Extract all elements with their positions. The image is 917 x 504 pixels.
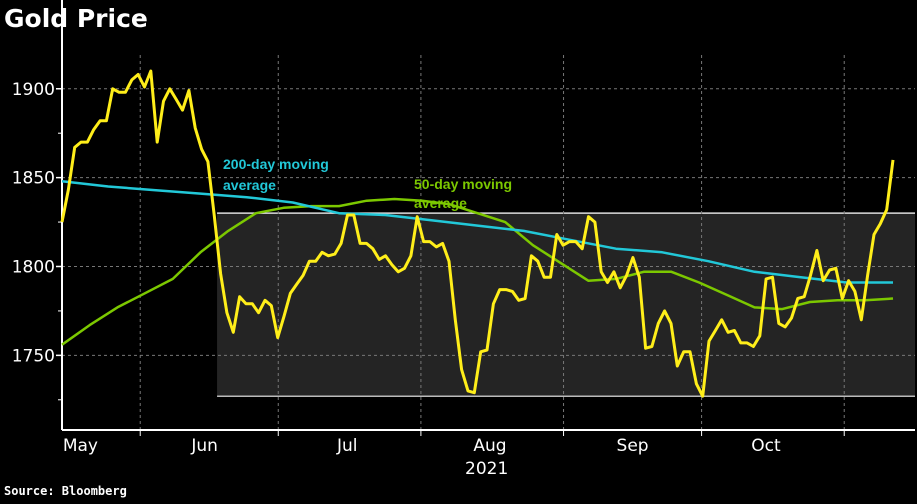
x-tick-label-jun: Jun [190,436,218,456]
x-axis-year-label: 2021 [465,459,508,479]
y-tick-label: 1850 [12,169,55,189]
ma50-line [61,197,894,346]
gold-price-line [60,69,895,398]
y-tick-label: 1900 [12,80,55,100]
y-tick-label: 1800 [12,257,55,277]
x-tick-label-aug: Aug [473,436,506,456]
annotation-200-day-line1: 200-day moving [223,156,329,172]
annotation-50-day-line2: average [414,195,467,211]
trading-range-box [217,213,915,397]
y-tick-label: 1750 [12,346,55,366]
annotation-50-day-line1: 50-day moving [414,176,512,192]
chart-title: Gold Price [4,4,148,33]
x-tick-label-sep: Sep [617,436,649,456]
ma200-line [61,179,893,284]
annotation-200-day-line2: average [223,177,276,193]
source-note: Source: Bloomberg [4,484,127,498]
x-tick-label-jul: Jul [336,436,358,456]
x-tick-label-may: May [63,436,98,456]
x-tick-label-oct: Oct [751,436,781,456]
